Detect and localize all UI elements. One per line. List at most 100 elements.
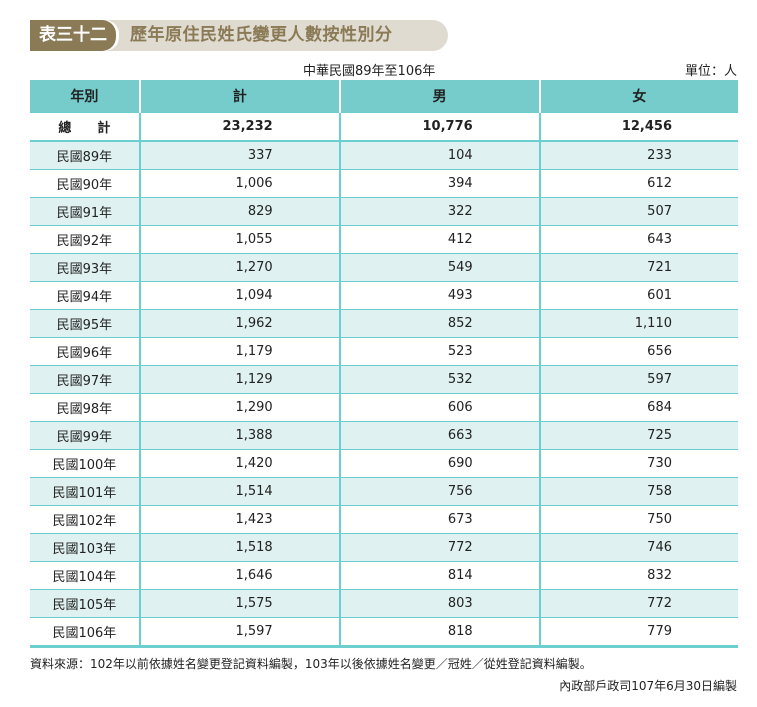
cell-female: 597 <box>538 365 738 394</box>
table-row: 民國94年 1,094 493 601 <box>30 281 738 310</box>
cell-male: 493 <box>338 281 540 310</box>
table-row: 民國91年 829 322 507 <box>30 197 738 226</box>
table-number: 表三十二 <box>30 20 116 51</box>
cell-year: 民國95年 <box>30 309 140 338</box>
cell-male: 549 <box>338 253 540 282</box>
cell-year: 民國91年 <box>30 197 140 226</box>
total-row: 總 計 23,232 10,776 12,456 <box>30 112 738 142</box>
cell-total: 1,388 <box>138 421 340 450</box>
cell-year: 民國101年 <box>30 477 140 506</box>
cell-female: 721 <box>538 253 738 282</box>
cell-female: 656 <box>538 337 738 366</box>
cell-female: 750 <box>538 505 738 534</box>
header-male: 男 <box>338 80 540 113</box>
cell-male: 523 <box>338 337 540 366</box>
cell-year: 民國98年 <box>30 393 140 422</box>
cell-year: 民國102年 <box>30 505 140 534</box>
cell-total: 1,646 <box>138 561 340 590</box>
cell-year: 民國89年 <box>30 140 140 170</box>
cell-total: 1,597 <box>138 617 340 648</box>
cell-male: 803 <box>338 589 540 618</box>
table-row: 民國99年 1,388 663 725 <box>30 421 738 450</box>
table-row: 民國96年 1,179 523 656 <box>30 337 738 366</box>
cell-male: 673 <box>338 505 540 534</box>
total-sum: 23,232 <box>138 112 340 142</box>
table-row: 民國90年 1,006 394 612 <box>30 169 738 198</box>
compiled-by: 內政部戶政司107年6月30日編製 <box>559 679 737 693</box>
table-row: 民國93年 1,270 549 721 <box>30 253 738 282</box>
cell-year: 民國90年 <box>30 169 140 198</box>
cell-total: 1,518 <box>138 533 340 562</box>
cell-male: 532 <box>338 365 540 394</box>
cell-total: 1,129 <box>138 365 340 394</box>
cell-male: 322 <box>338 197 540 226</box>
table-row: 民國101年 1,514 756 758 <box>30 477 738 506</box>
table-row: 民國105年 1,575 803 772 <box>30 589 738 618</box>
cell-male: 663 <box>338 421 540 450</box>
cell-female: 601 <box>538 281 738 310</box>
cell-female: 758 <box>538 477 738 506</box>
cell-female: 233 <box>538 140 738 170</box>
cell-year: 民國92年 <box>30 225 140 254</box>
data-table: 年別 計 男 女 總 計 23,232 10,776 12,456 民國89年 3… <box>30 80 738 648</box>
cell-total: 1,575 <box>138 589 340 618</box>
table-row: 民國102年 1,423 673 750 <box>30 505 738 534</box>
cell-male: 412 <box>338 225 540 254</box>
cell-total: 1,270 <box>138 253 340 282</box>
cell-total: 337 <box>138 140 340 170</box>
cell-year: 民國96年 <box>30 337 140 366</box>
cell-female: 725 <box>538 421 738 450</box>
table-row: 民國106年 1,597 818 779 <box>30 617 738 648</box>
cell-total: 1,962 <box>138 309 340 338</box>
table-row: 民國100年 1,420 690 730 <box>30 449 738 478</box>
cell-year: 民國103年 <box>30 533 140 562</box>
period-label: 中華民國89年至106年 <box>303 64 436 79</box>
cell-total: 1,094 <box>138 281 340 310</box>
cell-male: 394 <box>338 169 540 198</box>
cell-male: 814 <box>338 561 540 590</box>
cell-female: 1,110 <box>538 309 738 338</box>
cell-female: 612 <box>538 169 738 198</box>
source-note: 資料來源：102年以前依據姓名變更登記資料編製，103年以後依據姓名變更／冠姓／… <box>30 657 592 671</box>
cell-male: 606 <box>338 393 540 422</box>
cell-female: 772 <box>538 589 738 618</box>
cell-male: 104 <box>338 140 540 170</box>
cell-male: 772 <box>338 533 540 562</box>
cell-total: 829 <box>138 197 340 226</box>
cell-male: 756 <box>338 477 540 506</box>
table-row: 民國103年 1,518 772 746 <box>30 533 738 562</box>
cell-year: 民國105年 <box>30 589 140 618</box>
cell-year: 民國106年 <box>30 617 140 648</box>
cell-total: 1,006 <box>138 169 340 198</box>
cell-male: 852 <box>338 309 540 338</box>
cell-total: 1,420 <box>138 449 340 478</box>
cell-female: 779 <box>538 617 738 648</box>
cell-year: 民國100年 <box>30 449 140 478</box>
cell-male: 690 <box>338 449 540 478</box>
cell-year: 民國93年 <box>30 253 140 282</box>
unit-label: 單位：人 <box>684 64 737 79</box>
cell-year: 民國94年 <box>30 281 140 310</box>
table-title-banner: 表三十二 歷年原住民姓氏變更人數按性別分 <box>30 20 448 51</box>
cell-year: 民國97年 <box>30 365 140 394</box>
cell-female: 746 <box>538 533 738 562</box>
cell-total: 1,514 <box>138 477 340 506</box>
cell-female: 832 <box>538 561 738 590</box>
cell-total: 1,290 <box>138 393 340 422</box>
table-row: 民國97年 1,129 532 597 <box>30 365 738 394</box>
table-row: 民國104年 1,646 814 832 <box>30 561 738 590</box>
table-row: 民國92年 1,055 412 643 <box>30 225 738 254</box>
cell-total: 1,423 <box>138 505 340 534</box>
header-female: 女 <box>538 80 738 113</box>
cell-female: 730 <box>538 449 738 478</box>
table-row: 民國89年 337 104 233 <box>30 140 738 170</box>
total-male: 10,776 <box>338 112 540 142</box>
cell-total: 1,055 <box>138 225 340 254</box>
cell-year: 民國104年 <box>30 561 140 590</box>
cell-male: 818 <box>338 617 540 648</box>
header-year: 年別 <box>30 80 140 113</box>
cell-female: 684 <box>538 393 738 422</box>
table-title: 歷年原住民姓氏變更人數按性別分 <box>130 25 393 45</box>
cell-total: 1,179 <box>138 337 340 366</box>
cell-female: 643 <box>538 225 738 254</box>
